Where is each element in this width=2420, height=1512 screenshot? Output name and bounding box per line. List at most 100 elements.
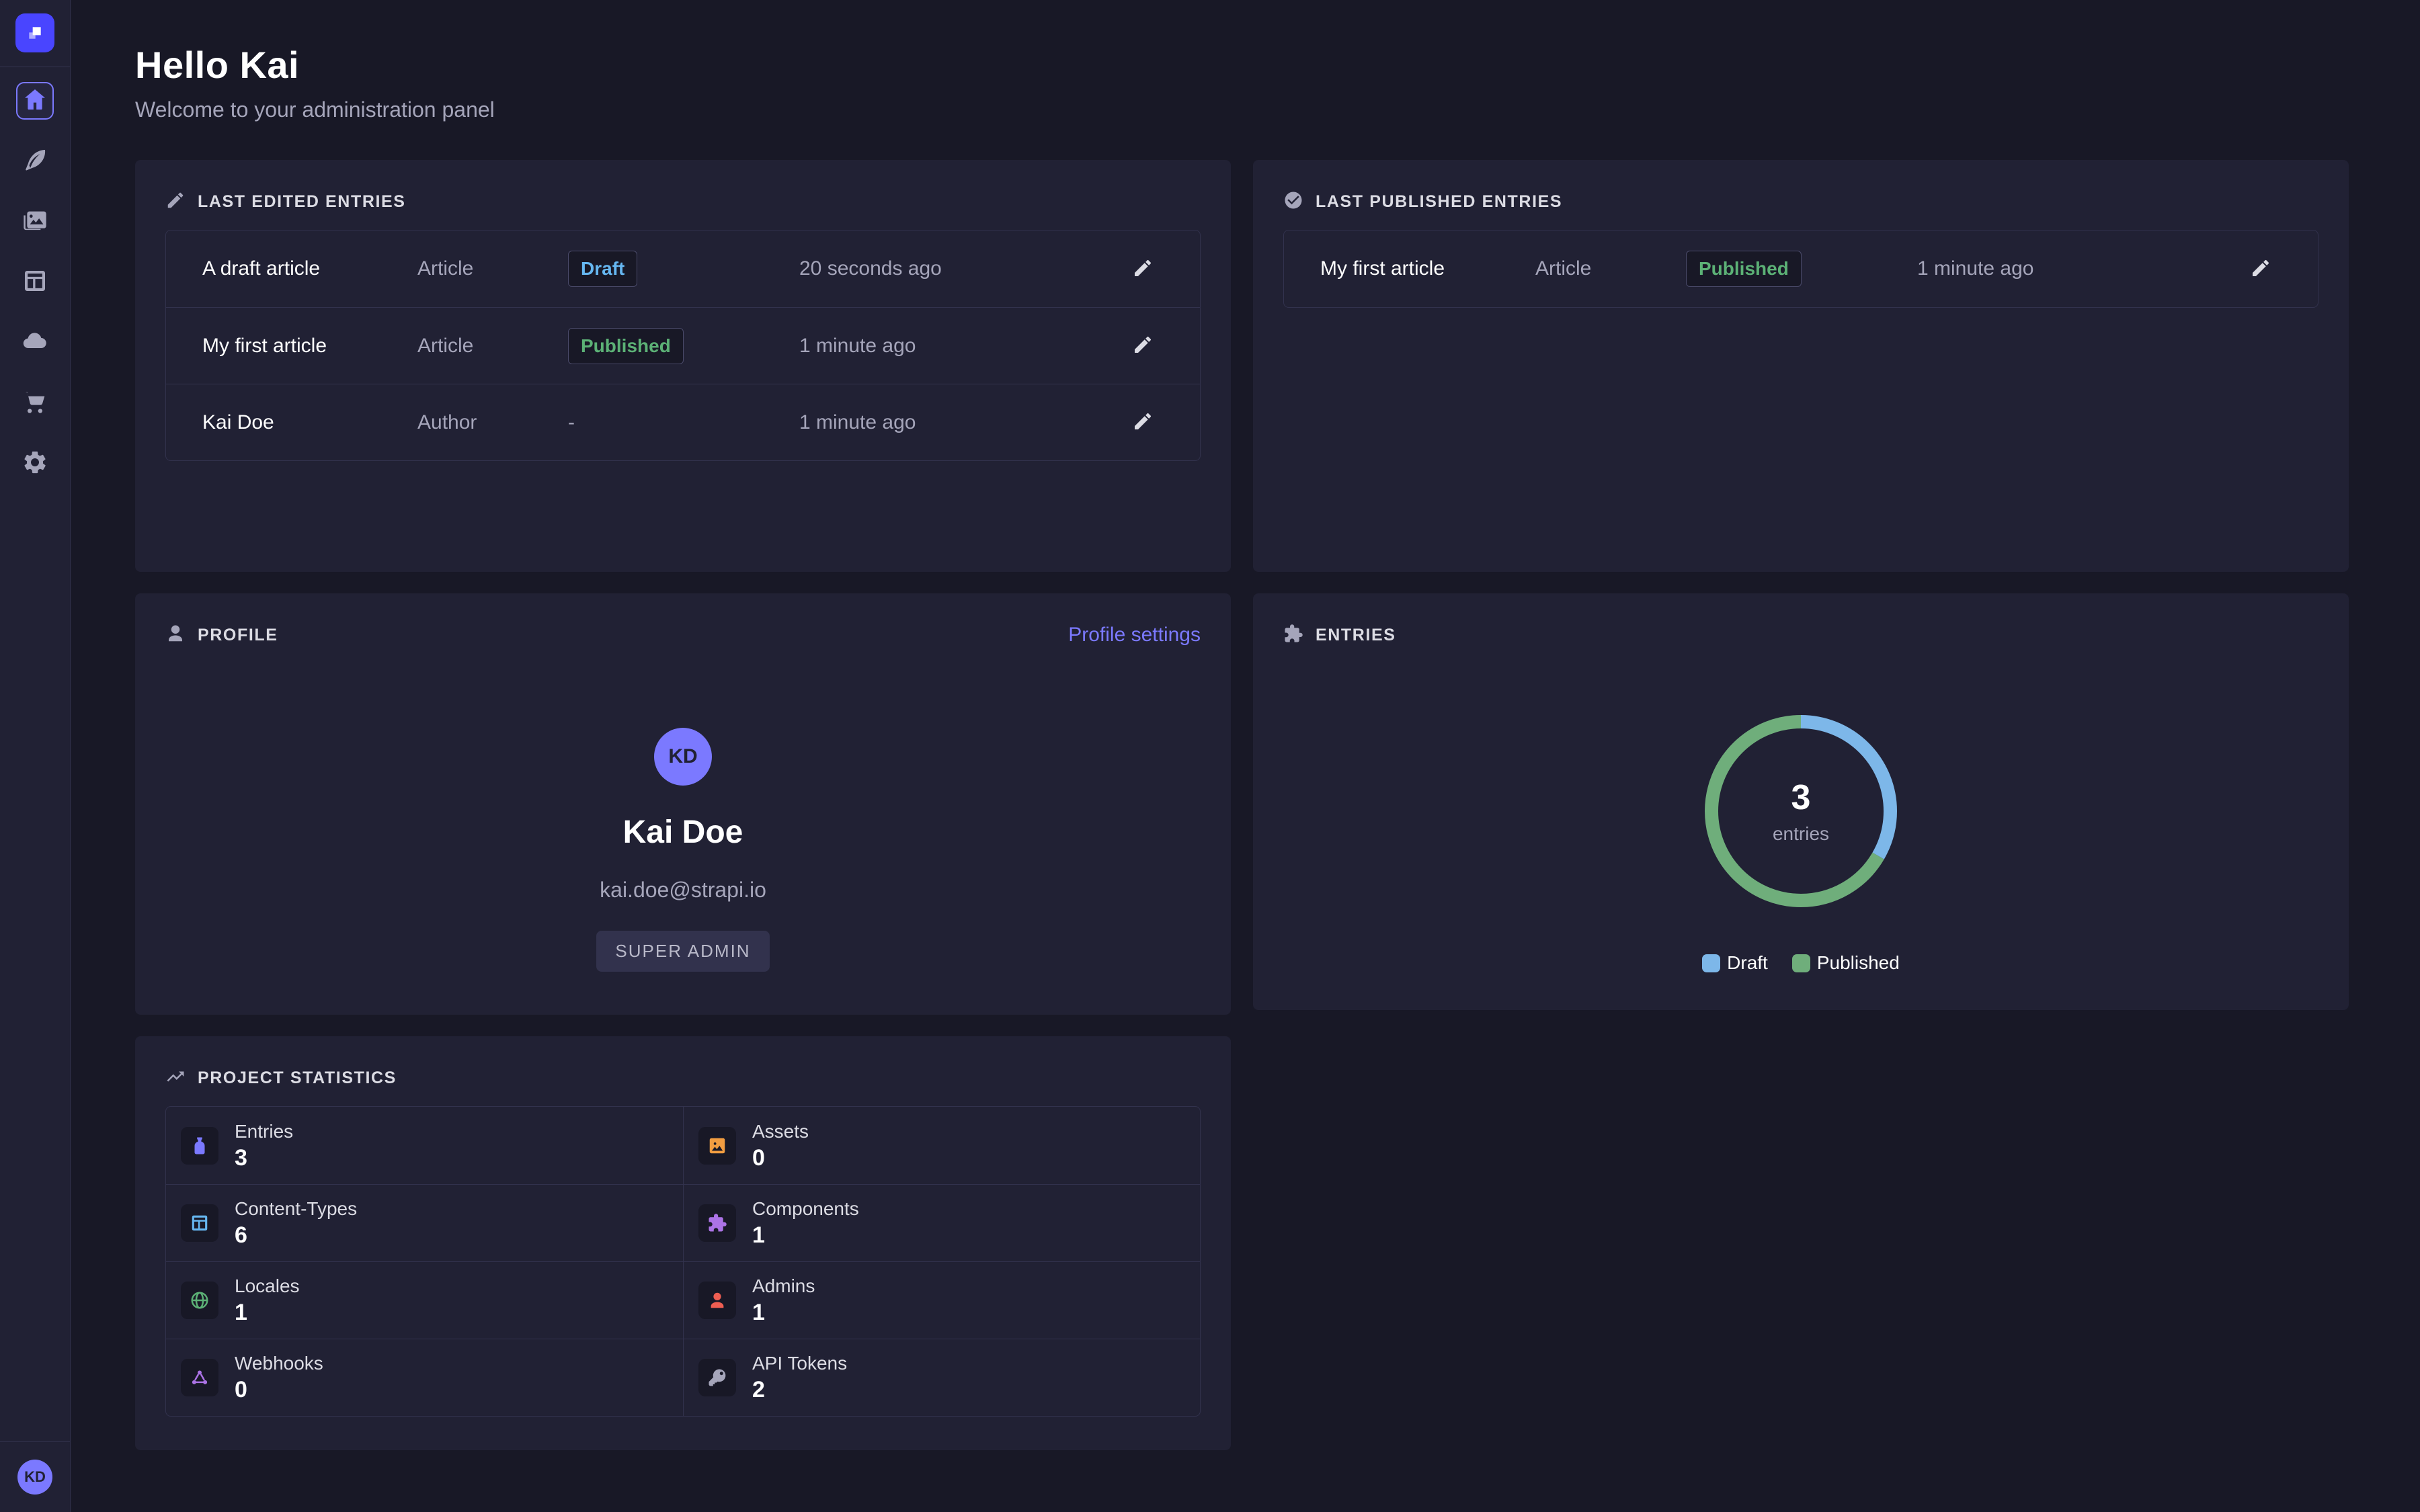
- edit-entry-button[interactable]: [1127, 253, 1159, 285]
- cloud-icon: [22, 328, 48, 358]
- check-circle-icon: [1283, 190, 1303, 214]
- table-row[interactable]: A draft article Article Draft 20 seconds…: [166, 230, 1200, 307]
- entry-timestamp: 1 minute ago: [799, 334, 916, 357]
- stat-assets: Assets 0: [683, 1107, 1200, 1184]
- edit-entry-button[interactable]: [2245, 253, 2277, 285]
- panel-title: LAST PUBLISHED ENTRIES: [1316, 192, 1563, 211]
- entries-header: ENTRIES: [1283, 622, 2318, 648]
- stat-value: 0: [235, 1377, 247, 1402]
- donut-svg: [1705, 715, 1897, 907]
- stat-value: 1: [235, 1300, 247, 1325]
- stat-label: Content-Types: [235, 1198, 358, 1219]
- last-edited-entries-header: LAST EDITED ENTRIES: [165, 188, 1201, 215]
- page-subtitle: Welcome to your administration panel: [135, 97, 495, 122]
- table-row[interactable]: My first article Article Published 1 min…: [166, 307, 1200, 384]
- legend-label: Draft: [1727, 952, 1768, 973]
- stat-label: Assets: [752, 1120, 809, 1142]
- last-edited-entries-panel: LAST EDITED ENTRIES A draft article Arti…: [135, 160, 1231, 572]
- stat-value: 0: [752, 1144, 765, 1171]
- pencil-icon: [1132, 259, 1154, 281]
- strapi-logo-icon: [29, 27, 41, 39]
- entry-name: A draft article: [202, 257, 321, 280]
- stat-label: Locales: [235, 1275, 300, 1296]
- last-published-entries-table: My first article Article Published 1 min…: [1283, 230, 2318, 308]
- status-badge: Draft: [568, 251, 638, 287]
- key-icon: [698, 1359, 736, 1396]
- sidebar-item-marketplace[interactable]: [16, 384, 54, 422]
- stat-value: 6: [235, 1222, 247, 1248]
- stat-label: Entries: [235, 1120, 294, 1142]
- page-title: Hello Kai: [135, 44, 300, 86]
- stat-label: Admins: [752, 1275, 815, 1296]
- edit-entry-button[interactable]: [1127, 407, 1159, 439]
- stat-components: Components 1: [683, 1184, 1200, 1261]
- table-row[interactable]: My first article Article Published 1 min…: [1284, 230, 2318, 307]
- home-icon: [22, 86, 48, 116]
- edit-entry-button[interactable]: [1127, 330, 1159, 362]
- entry-kind: Article: [417, 334, 474, 357]
- profile-panel: PROFILE Profile settings KD Kai Doe kai.…: [135, 593, 1231, 1015]
- stat-label: API Tokens: [752, 1353, 848, 1374]
- puzzle-icon: [698, 1204, 736, 1242]
- ink-bottle-icon: [181, 1126, 218, 1165]
- webhook-icon: [181, 1359, 218, 1396]
- sidebar-item-cloud[interactable]: [16, 324, 54, 362]
- sidebar-item-content-manager[interactable]: [16, 142, 54, 180]
- user-icon: [165, 624, 186, 647]
- strapi-logo[interactable]: [15, 13, 54, 52]
- chart-legend: Draft Published: [1702, 952, 1900, 974]
- picture-icon: [698, 1126, 736, 1165]
- stat-value: 3: [235, 1144, 247, 1171]
- layout-icon: [181, 1204, 218, 1242]
- entry-name: My first article: [202, 334, 327, 357]
- stat-admins: Admins 1: [683, 1261, 1200, 1339]
- panel-title: PROFILE: [198, 625, 278, 644]
- layout-icon: [22, 267, 48, 298]
- panel-title: ENTRIES: [1316, 625, 1396, 644]
- donut-total: 3: [1791, 778, 1811, 817]
- entry-timestamp: 20 seconds ago: [799, 257, 942, 280]
- entries-panel: ENTRIES 3 entries Draft: [1253, 593, 2349, 1010]
- sidebar-item-content-type-builder[interactable]: [16, 263, 54, 301]
- entry-kind: Article: [417, 257, 474, 280]
- sidebar-item-media-library[interactable]: [16, 203, 54, 241]
- sidebar-divider-bottom: [0, 1441, 71, 1442]
- trend-up-icon: [165, 1066, 186, 1090]
- gear-icon: [22, 449, 48, 479]
- sidebar: KD: [0, 0, 71, 1512]
- stat-webhooks: Webhooks 0: [166, 1339, 683, 1416]
- last-edited-entries-table: A draft article Article Draft 20 seconds…: [165, 230, 1201, 461]
- donut-center: 3 entries: [1700, 710, 1902, 912]
- role-badge: SUPER ADMIN: [596, 931, 770, 972]
- last-published-entries-panel: LAST PUBLISHED ENTRIES My first article …: [1253, 160, 2349, 572]
- profile-email: kai.doe@strapi.io: [600, 878, 766, 902]
- legend-label: Published: [1816, 952, 1900, 973]
- entry-name: Kai Doe: [202, 411, 274, 433]
- last-published-entries-header: LAST PUBLISHED ENTRIES: [1283, 188, 2318, 215]
- sidebar-item-settings[interactable]: [16, 445, 54, 482]
- project-statistics-panel: PROJECT STATISTICS Entries 3 Assets 0 Cont…: [135, 1036, 1231, 1450]
- main-content: Hello Kai Welcome to your administration…: [71, 0, 2420, 1512]
- pencil-icon: [1132, 336, 1154, 358]
- sidebar-user-avatar[interactable]: KD: [17, 1460, 52, 1495]
- empty-grid-cell: [1253, 1036, 2349, 1450]
- sidebar-item-home[interactable]: [16, 82, 54, 120]
- entry-timestamp: 1 minute ago: [799, 411, 916, 433]
- donut-total-label: entries: [1772, 823, 1830, 844]
- stat-value: 1: [752, 1222, 765, 1248]
- stat-label: Components: [752, 1198, 859, 1219]
- published-swatch: [1791, 954, 1810, 972]
- table-row[interactable]: Kai Doe Author - 1 minute ago: [166, 384, 1200, 460]
- cart-icon: [22, 388, 48, 419]
- status-badge: Published: [568, 327, 684, 364]
- project-statistics-header: PROJECT STATISTICS: [165, 1064, 1201, 1091]
- entry-name: My first article: [1320, 257, 1445, 280]
- profile-settings-link[interactable]: Profile settings: [1068, 624, 1201, 646]
- profile-body: KD Kai Doe kai.doe@strapi.io SUPER ADMIN: [165, 648, 1201, 972]
- entry-kind: Author: [417, 411, 477, 433]
- legend-item-published: Published: [1791, 952, 1900, 974]
- panel-title: LAST EDITED ENTRIES: [198, 192, 406, 211]
- legend-item-draft: Draft: [1702, 952, 1768, 974]
- images-icon: [22, 207, 48, 237]
- sidebar-bottom: KD: [0, 1441, 71, 1512]
